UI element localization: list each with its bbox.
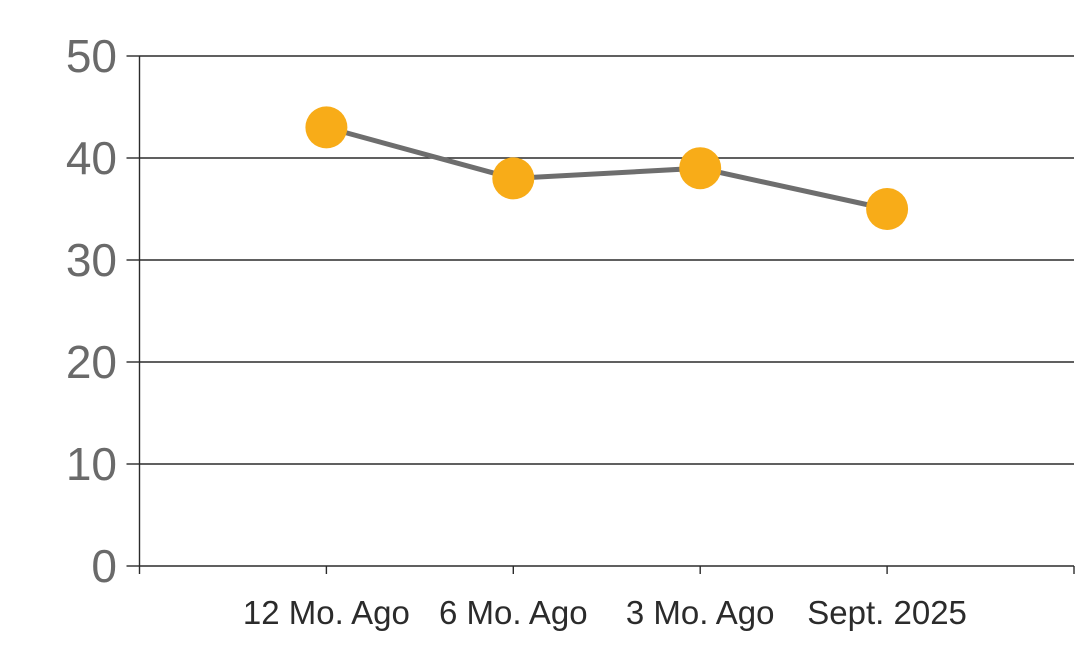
trend-line [323, 124, 890, 212]
y-tick-label: 50 [66, 30, 117, 82]
x-tick-label: 6 Mo. Ago [439, 594, 588, 631]
data-point-marker [679, 147, 722, 190]
y-tick-label: 30 [66, 234, 117, 286]
y-tick-label: 20 [66, 336, 117, 388]
data-point-marker [305, 106, 348, 149]
x-tick-label: Sept. 2025 [807, 594, 967, 631]
data-point-marker [492, 157, 535, 200]
x-tick-label: 12 Mo. Ago [243, 594, 410, 631]
x-tick-label: 3 Mo. Ago [626, 594, 775, 631]
y-tick-label: 10 [66, 438, 117, 490]
y-tick-label: 0 [91, 540, 117, 592]
y-tick-label: 40 [66, 132, 117, 184]
data-point-marker [866, 188, 909, 230]
